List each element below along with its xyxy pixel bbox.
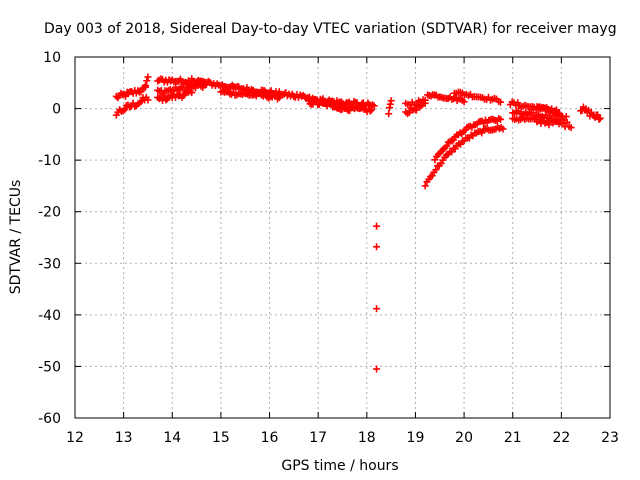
data-point	[386, 100, 394, 108]
data-point	[373, 243, 381, 251]
data-point	[386, 104, 394, 112]
x-tick-label: 12	[66, 430, 84, 446]
data-point	[373, 365, 381, 373]
x-tick-label: 17	[309, 430, 327, 446]
data-point	[413, 100, 421, 108]
data-point	[443, 142, 451, 150]
data-point	[405, 109, 413, 117]
x-tick-label: 18	[358, 430, 376, 446]
plot-frame	[74, 56, 611, 419]
chart-title: Day 003 of 2018, Sidereal Day-to-day VTE…	[44, 21, 617, 37]
y-tick-label: -10	[38, 153, 61, 169]
x-tick-label: 19	[407, 430, 425, 446]
x-tick-label: 22	[552, 430, 570, 446]
x-tick-label: 21	[504, 430, 522, 446]
data-point	[596, 114, 604, 122]
data-point	[546, 109, 554, 117]
data-point	[275, 94, 283, 102]
data-point	[432, 166, 440, 174]
data-point	[137, 97, 145, 105]
data-point	[499, 125, 507, 133]
axis-ticks: 12 13 14 15 16 17 18 19 20 21 22 23 10 0 -10 -20 -30 -40 -…	[38, 50, 619, 446]
data-point	[188, 89, 196, 97]
data-point	[373, 305, 381, 313]
data-point	[272, 91, 280, 99]
y-tick-label: -40	[38, 308, 61, 324]
y-tick-label: -30	[38, 256, 61, 272]
data-point	[595, 115, 603, 123]
data-point	[385, 110, 393, 118]
x-tick-label: 16	[261, 430, 279, 446]
data-point	[144, 73, 152, 81]
data-point	[545, 121, 553, 129]
x-tick-label: 14	[163, 430, 181, 446]
x-tick-label: 20	[455, 430, 473, 446]
data-point	[373, 222, 381, 230]
data-point	[368, 106, 376, 114]
data-point	[448, 148, 456, 156]
y-tick-label: -60	[38, 411, 61, 427]
y-tick-label: -20	[38, 205, 61, 221]
data-point	[535, 116, 543, 124]
y-tick-label: -50	[38, 359, 61, 375]
data-point	[497, 98, 505, 106]
data-point	[421, 96, 429, 104]
data-point	[421, 182, 429, 190]
data-point	[563, 118, 571, 126]
data-point	[143, 77, 151, 85]
data-point	[144, 96, 152, 104]
data-point	[567, 124, 575, 132]
x-tick-label: 15	[212, 430, 230, 446]
data-marks	[112, 73, 604, 373]
y-axis-label: SDTVAR / TECUs	[8, 180, 24, 295]
data-point	[319, 95, 327, 103]
data-point	[122, 92, 130, 100]
data-point	[497, 115, 505, 123]
x-axis-label: GPS time / hours	[281, 458, 398, 474]
y-tick-label: 0	[52, 102, 61, 118]
data-point	[121, 106, 129, 114]
data-point	[557, 112, 565, 120]
data-point	[387, 97, 395, 105]
x-tick-label: 23	[601, 430, 619, 446]
y-tick-label: 10	[43, 50, 61, 66]
data-point	[460, 98, 468, 106]
data-point	[370, 102, 378, 110]
data-point	[142, 81, 150, 89]
x-tick-label: 13	[115, 430, 133, 446]
